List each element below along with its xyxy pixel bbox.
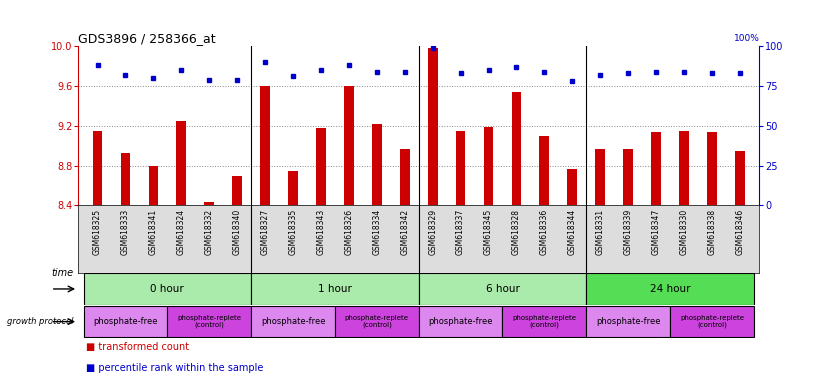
- Bar: [251, 273, 419, 305]
- Text: GSM618327: GSM618327: [260, 209, 269, 255]
- Text: GSM618329: GSM618329: [429, 209, 437, 255]
- Bar: [84, 306, 167, 337]
- Text: GDS3896 / 258366_at: GDS3896 / 258366_at: [78, 32, 216, 45]
- Text: GSM618346: GSM618346: [736, 209, 745, 255]
- Bar: [679, 131, 689, 205]
- Text: GSM618324: GSM618324: [177, 209, 186, 255]
- Text: GSM618339: GSM618339: [624, 209, 633, 255]
- Bar: [260, 86, 270, 205]
- Bar: [84, 273, 251, 305]
- Text: GSM618326: GSM618326: [344, 209, 353, 255]
- Bar: [316, 128, 326, 205]
- Text: phosphate-free: phosphate-free: [596, 317, 660, 326]
- Text: GSM618338: GSM618338: [708, 209, 717, 255]
- Bar: [567, 169, 577, 205]
- Bar: [251, 306, 335, 337]
- Text: 1 hour: 1 hour: [318, 284, 352, 294]
- Bar: [419, 306, 502, 337]
- Text: GSM618340: GSM618340: [232, 209, 241, 255]
- Bar: [502, 306, 586, 337]
- Bar: [670, 306, 754, 337]
- Bar: [232, 175, 242, 205]
- Text: GSM618347: GSM618347: [652, 209, 661, 255]
- Text: GSM618336: GSM618336: [540, 209, 549, 255]
- Bar: [93, 131, 103, 205]
- Text: GSM618333: GSM618333: [121, 209, 130, 255]
- Text: GSM618345: GSM618345: [484, 209, 493, 255]
- Text: GSM618331: GSM618331: [596, 209, 605, 255]
- Bar: [735, 151, 745, 205]
- Text: GSM618335: GSM618335: [288, 209, 297, 255]
- Bar: [651, 132, 661, 205]
- Text: ■ transformed count: ■ transformed count: [86, 342, 190, 352]
- Bar: [372, 124, 382, 205]
- Bar: [511, 92, 521, 205]
- Text: growth protocol: growth protocol: [7, 317, 74, 326]
- Text: GSM618337: GSM618337: [456, 209, 466, 255]
- Text: GSM618330: GSM618330: [680, 209, 689, 255]
- Text: 6 hour: 6 hour: [485, 284, 520, 294]
- Text: GSM618342: GSM618342: [401, 209, 409, 255]
- Bar: [707, 132, 717, 205]
- Bar: [586, 273, 754, 305]
- Text: GSM618343: GSM618343: [316, 209, 325, 255]
- Bar: [149, 166, 158, 205]
- Text: phosphate-free: phosphate-free: [261, 317, 325, 326]
- Text: ■ percentile rank within the sample: ■ percentile rank within the sample: [86, 363, 264, 373]
- Text: phosphate-replete
(control): phosphate-replete (control): [345, 315, 409, 328]
- Bar: [484, 127, 493, 205]
- Bar: [121, 153, 131, 205]
- Text: phosphate-free: phosphate-free: [94, 317, 158, 326]
- Text: GSM618334: GSM618334: [372, 209, 381, 255]
- Text: 24 hour: 24 hour: [649, 284, 690, 294]
- Bar: [204, 202, 214, 205]
- Bar: [335, 306, 419, 337]
- Text: phosphate-replete
(control): phosphate-replete (control): [512, 315, 576, 328]
- Text: GSM618328: GSM618328: [512, 209, 521, 255]
- Text: 100%: 100%: [733, 34, 759, 43]
- Bar: [177, 121, 186, 205]
- Text: time: time: [52, 268, 74, 278]
- Text: GSM618341: GSM618341: [149, 209, 158, 255]
- Bar: [456, 131, 466, 205]
- Bar: [623, 149, 633, 205]
- Text: GSM618325: GSM618325: [93, 209, 102, 255]
- Text: GSM618344: GSM618344: [568, 209, 577, 255]
- Bar: [167, 306, 251, 337]
- Text: GSM618332: GSM618332: [204, 209, 213, 255]
- Text: 0 hour: 0 hour: [150, 284, 184, 294]
- Bar: [400, 149, 410, 205]
- Bar: [419, 273, 586, 305]
- Text: phosphate-replete
(control): phosphate-replete (control): [680, 315, 744, 328]
- Bar: [428, 48, 438, 205]
- Bar: [288, 170, 298, 205]
- Text: phosphate-replete
(control): phosphate-replete (control): [177, 315, 241, 328]
- Bar: [344, 86, 354, 205]
- Bar: [586, 306, 670, 337]
- Bar: [595, 149, 605, 205]
- Text: phosphate-free: phosphate-free: [429, 317, 493, 326]
- Bar: [539, 136, 549, 205]
